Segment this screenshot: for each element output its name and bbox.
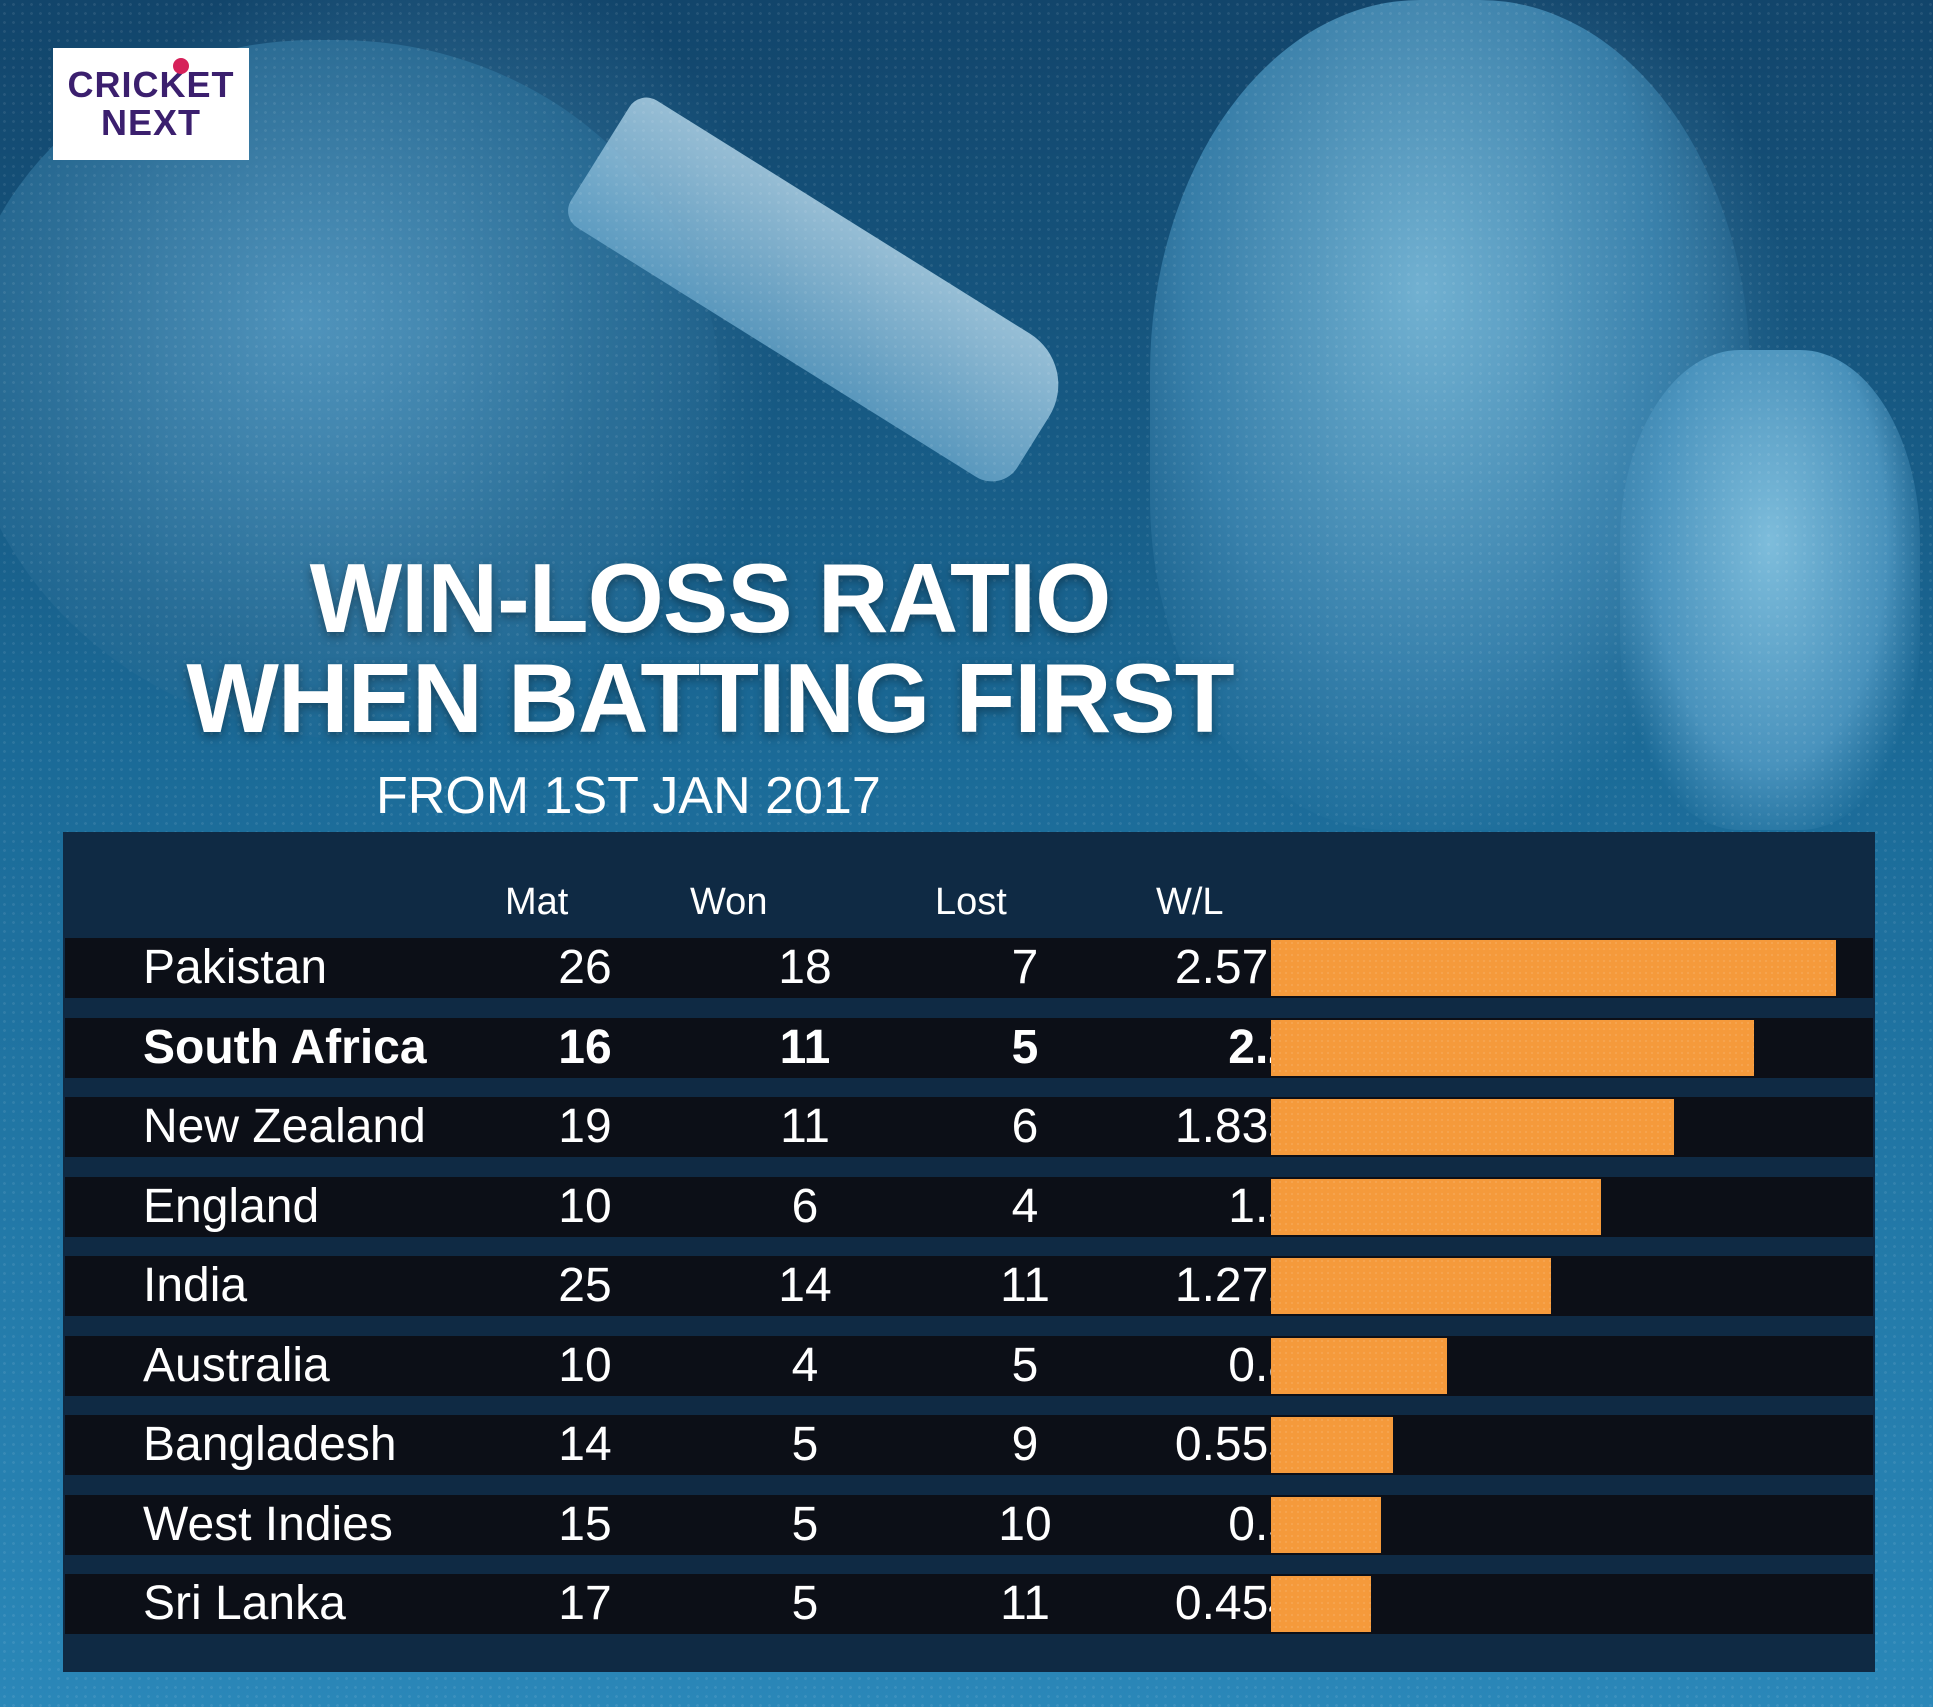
wl-ratio-value: 0.8 bbox=[1228, 1338, 1295, 1392]
lost-value: 9 bbox=[1011, 1418, 1039, 1471]
table-row: South Africa 16 11 5 2.2 bbox=[65, 1017, 1873, 1078]
matches-value: 26 bbox=[558, 941, 612, 994]
country-label: India bbox=[143, 1259, 248, 1312]
header-lost: Lost bbox=[935, 881, 1007, 923]
wl-ratio-value: 0.555 bbox=[1174, 1418, 1295, 1471]
country-label: Australia bbox=[143, 1338, 330, 1392]
won-value: 14 bbox=[778, 1259, 832, 1312]
lost-value: 10 bbox=[998, 1497, 1052, 1551]
table-row: Sri Lanka 17 5 11 0.454 bbox=[65, 1574, 1873, 1634]
matches-value: 14 bbox=[558, 1418, 612, 1471]
table-row: Australia 10 4 5 0.8 bbox=[65, 1335, 1873, 1396]
wl-bar bbox=[1271, 1576, 1371, 1632]
country-label: Bangladesh bbox=[143, 1418, 397, 1471]
country-label: Pakistan bbox=[143, 941, 328, 994]
title-line-1: WIN-LOSS RATIO bbox=[309, 543, 1112, 653]
player-photo-right bbox=[1620, 350, 1920, 830]
wl-bar bbox=[1271, 1019, 1755, 1076]
wl-bar bbox=[1271, 940, 1836, 996]
lost-value: 7 bbox=[1011, 941, 1039, 994]
won-value: 5 bbox=[791, 1418, 819, 1471]
matches-value: 17 bbox=[558, 1577, 612, 1630]
won-value: 18 bbox=[778, 941, 832, 994]
matches-value: 10 bbox=[558, 1338, 612, 1392]
matches-value: 19 bbox=[558, 1100, 612, 1153]
won-value: 4 bbox=[791, 1338, 819, 1392]
lost-value: 11 bbox=[1000, 1259, 1050, 1312]
table-row: Bangladesh 14 5 9 0.555 bbox=[65, 1415, 1873, 1475]
wl-ratio-value: 0.454 bbox=[1174, 1577, 1295, 1630]
won-value: 5 bbox=[791, 1577, 819, 1630]
lost-value: 11 bbox=[1000, 1577, 1050, 1630]
table-row: England 10 6 4 1.5 bbox=[65, 1176, 1873, 1237]
wl-bar bbox=[1271, 1178, 1601, 1235]
wl-ratio-value: 2.2 bbox=[1228, 1020, 1295, 1074]
wl-bar bbox=[1271, 1417, 1393, 1473]
wl-ratio-value: 2.571 bbox=[1174, 941, 1295, 994]
country-label: Sri Lanka bbox=[143, 1577, 346, 1630]
country-label: New Zealand bbox=[143, 1100, 426, 1153]
logo-line-1: CRICKET bbox=[67, 64, 235, 105]
wl-ratio-value: 0.5 bbox=[1228, 1497, 1295, 1551]
wl-ratio-value: 1.833 bbox=[1174, 1100, 1295, 1153]
table-row: India 25 14 11 1.272 bbox=[65, 1256, 1873, 1316]
wl-ratio-value: 1.272 bbox=[1174, 1259, 1295, 1312]
won-value: 11 bbox=[780, 1100, 830, 1153]
wl-bar bbox=[1271, 1496, 1381, 1553]
table-row: New Zealand 19 11 6 1.833 bbox=[65, 1097, 1873, 1157]
wl-bar bbox=[1271, 1099, 1674, 1155]
won-value: 5 bbox=[791, 1497, 819, 1551]
won-value: 11 bbox=[779, 1020, 831, 1074]
matches-value: 16 bbox=[558, 1020, 612, 1074]
wl-bar bbox=[1271, 1258, 1551, 1314]
wl-ratio-value: 1.5 bbox=[1228, 1179, 1295, 1233]
logo-line-2: NEXT bbox=[100, 102, 201, 143]
lost-value: 5 bbox=[1011, 1020, 1039, 1074]
chart-title: WIN-LOSS RATIO WHEN BATTING FIRST bbox=[60, 548, 1360, 748]
header-mat: Mat bbox=[505, 881, 569, 923]
cricketnext-logo: CRICKET NEXT bbox=[53, 48, 249, 160]
country-label: West Indies bbox=[143, 1497, 393, 1551]
title-line-2: WHEN BATTING FIRST bbox=[186, 643, 1234, 753]
table-row: Pakistan 26 18 7 2.571 bbox=[65, 938, 1873, 998]
chart-subtitle: FROM 1ST JAN 2017 bbox=[376, 767, 881, 825]
country-label: South Africa bbox=[143, 1020, 427, 1074]
table-row: West Indies 15 5 10 0.5 bbox=[65, 1494, 1873, 1555]
won-value: 6 bbox=[791, 1179, 819, 1233]
lost-value: 4 bbox=[1011, 1179, 1039, 1233]
lost-value: 5 bbox=[1011, 1338, 1039, 1392]
wl-bar bbox=[1271, 1337, 1447, 1394]
matches-value: 15 bbox=[558, 1497, 612, 1551]
matches-value: 25 bbox=[558, 1259, 612, 1312]
matches-value: 10 bbox=[558, 1179, 612, 1233]
header-wl: W/L bbox=[1156, 881, 1224, 923]
cricket-ball-icon bbox=[173, 58, 189, 74]
header-won: Won bbox=[690, 881, 768, 923]
lost-value: 6 bbox=[1011, 1100, 1039, 1153]
country-label: England bbox=[143, 1179, 320, 1233]
